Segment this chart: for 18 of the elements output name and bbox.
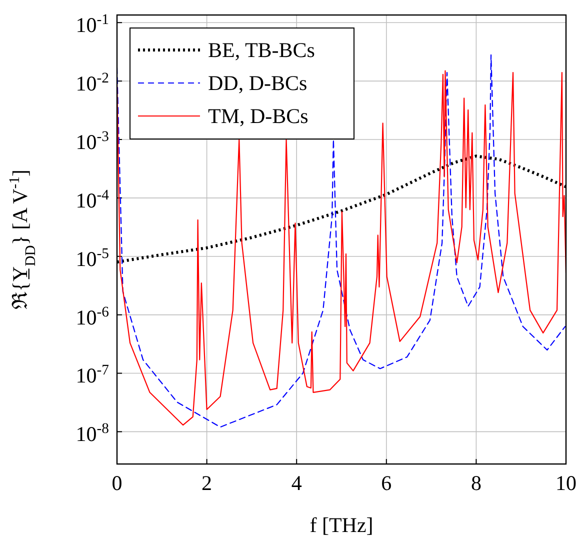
legend-label: DD, D-BCs	[208, 71, 308, 95]
x-axis-title: f [THz]	[310, 513, 374, 537]
x-tick-label: 8	[470, 471, 482, 496]
x-tick-label: 0	[112, 471, 122, 496]
legend-label: TM, D-BCs	[208, 104, 308, 128]
legend-label: BE, TB-BCs	[208, 38, 315, 62]
y-tick-label: 10$^{-3}$	[76, 128, 109, 154]
x-tick-label: 2	[202, 471, 212, 496]
y-tick-label: 10$^{-5}$	[76, 246, 109, 271]
y-tick-label: 10$^{-7}$	[76, 362, 109, 388]
y-tick-label: 10$^{-1}$	[76, 12, 109, 38]
y-tick-label: 10$^{-4}$	[76, 187, 110, 212]
x-tick-label: 10	[556, 471, 576, 496]
y-tick-label: 10$^{-8}$	[76, 421, 109, 446]
x-tick-label: 6	[381, 471, 392, 496]
y-tick-label: 10$^{-6}$	[76, 304, 109, 330]
y-tick-label: 10$^{-2}$	[76, 70, 109, 96]
x-tick-label: 4	[291, 471, 302, 496]
